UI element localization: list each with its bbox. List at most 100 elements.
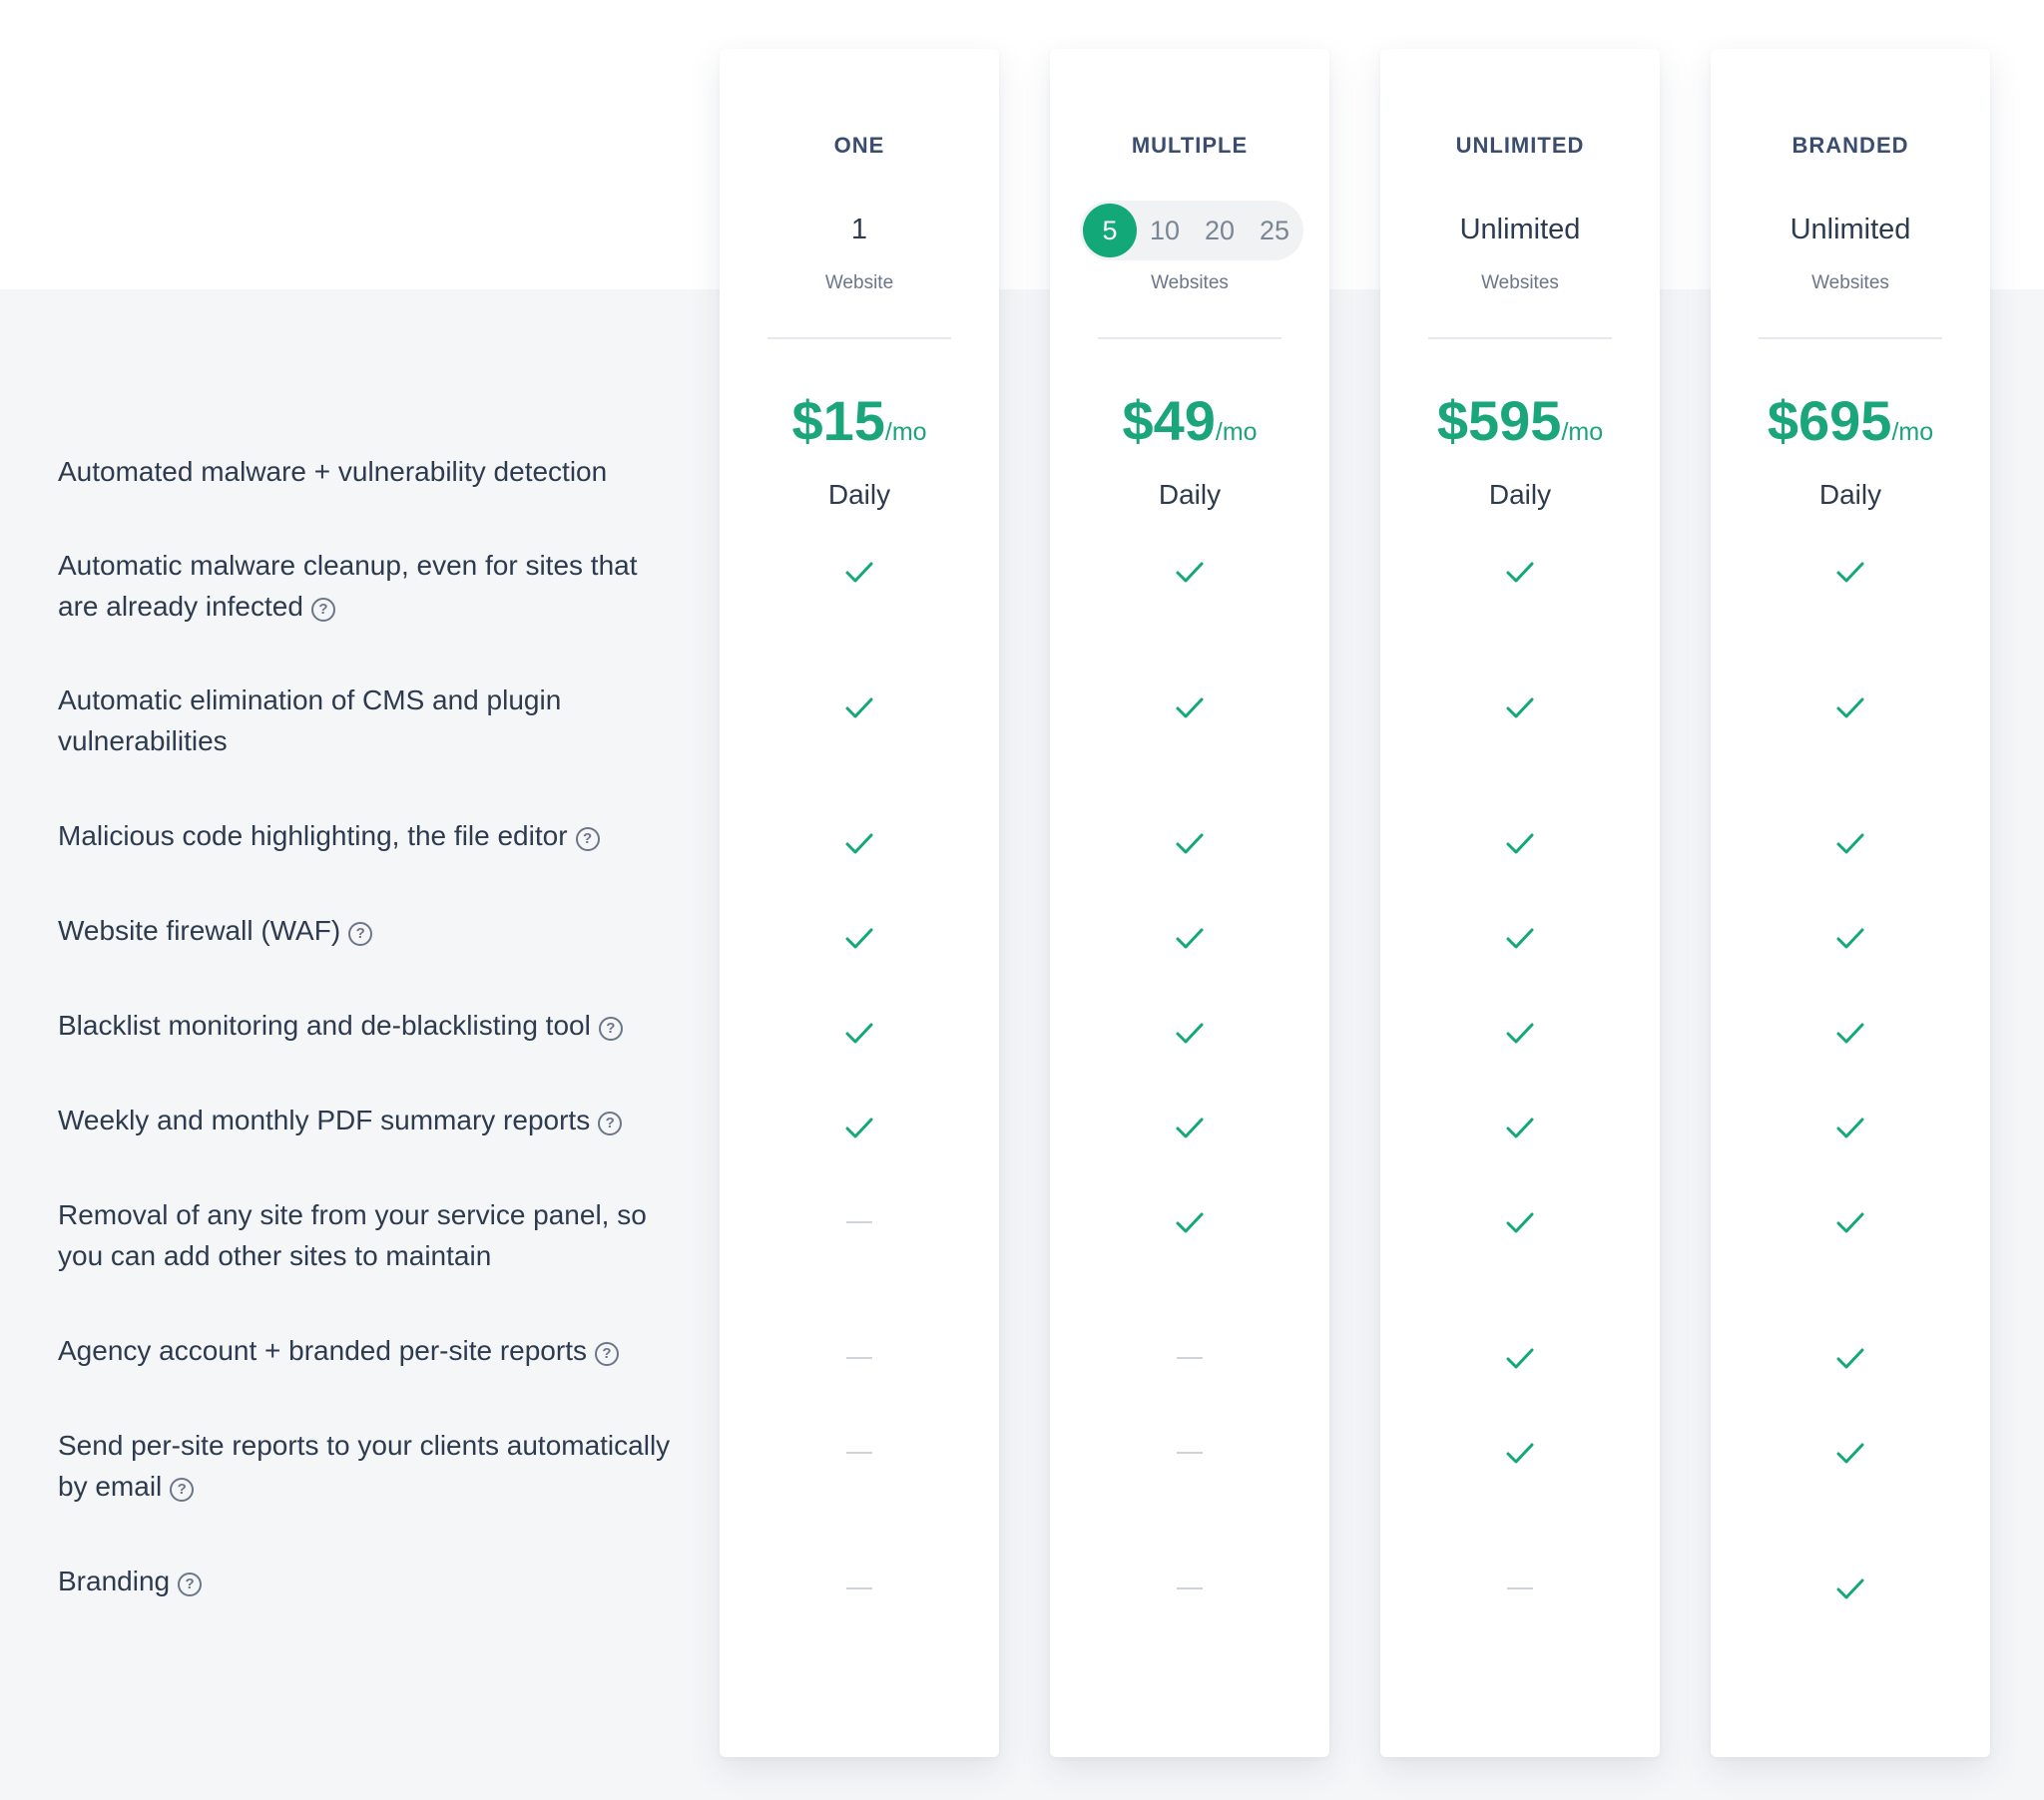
dash-icon [846,1452,872,1454]
feature-availability-cell [720,1569,999,1608]
feature-label: Blacklist monitoring and de-blacklisting… [58,1010,591,1041]
divider [767,337,951,339]
count-option-selected[interactable]: 5 [1083,204,1137,257]
price: $15/mo [720,388,999,453]
price-unit: /mo [884,418,927,446]
feature-availability-cell [1711,918,1990,958]
feature-row: Branding? [58,1561,677,1601]
feature-availability-cell [720,823,999,863]
check-icon [1836,1118,1864,1138]
dash-icon [846,1357,872,1359]
feature-availability-cell [720,552,999,592]
feature-row: Malicious code highlighting, the file ed… [58,815,677,856]
price: $695/mo [1711,388,1990,453]
check-icon [1176,1118,1204,1138]
check-icon [1836,833,1864,854]
feature-availability-cell [1050,1433,1329,1473]
dash-icon [846,1587,872,1589]
feature-availability-cell [1050,1013,1329,1053]
site-count-label: Websites [1481,272,1559,293]
plan-column-multiple: MULTIPLE 5 10 20 25 Websites $49/mo Dail… [1050,49,1329,1757]
site-count: Unlimited [1459,214,1581,245]
header-background [0,0,2044,289]
feature-row: Removal of any site from your service pa… [58,1194,677,1276]
question-circle-icon[interactable]: ? [594,1342,619,1366]
check-icon [1176,833,1204,854]
check-icon [1506,1118,1534,1138]
site-count-label: Websites [1151,272,1229,293]
dash-icon [1507,1587,1533,1589]
question-circle-icon[interactable]: ? [348,922,373,946]
feature-availability-cell [1050,1108,1329,1147]
question-circle-icon[interactable]: ? [310,598,335,622]
plan-column-branded: BRANDED Unlimited Websites $695/mo Daily [1711,49,1990,1757]
feature-availability-cell [720,1108,999,1147]
feature-row: Blacklist monitoring and de-blacklisting… [58,1005,677,1046]
feature-label: Malicious code highlighting, the file ed… [58,820,568,851]
check-icon [1176,562,1204,583]
check-icon [1836,1443,1864,1464]
feature-row: Send per-site reports to your clients au… [58,1425,677,1507]
check-icon [1506,1443,1534,1464]
check-icon [1506,697,1534,718]
feature-availability-cell [1050,918,1329,958]
divider [1759,337,1942,339]
check-icon [1176,1023,1204,1044]
count-option[interactable]: 20 [1204,215,1236,245]
question-circle-icon[interactable]: ? [170,1478,195,1502]
question-circle-icon[interactable]: ? [575,827,600,851]
feature-availability-cell [1050,552,1329,592]
check-icon [1836,697,1864,718]
dash-icon [846,1221,872,1223]
detection-value: Daily [1488,479,1552,510]
site-count: Unlimited [1789,214,1911,245]
feature-row: Website firewall (WAF)? [58,910,677,951]
feature-label: Automated malware + vulnerability detect… [58,456,608,487]
feature-availability-cell [1050,1202,1329,1242]
price-amount: $15 [791,389,885,452]
price-unit: /mo [1561,418,1604,446]
dash-icon [1177,1587,1203,1589]
feature-availability-cell [720,687,999,727]
plan-name: ONE [833,133,885,158]
check-icon [1506,1023,1534,1044]
feature-availability-cell [720,1202,999,1242]
plan-name: BRANDED [1791,133,1909,158]
detection-frequency: Daily [720,475,999,515]
check-icon [1836,928,1864,949]
feature-availability-cell [1711,687,1990,727]
feature-availability-cell [1380,918,1660,958]
feature-availability-cell [1380,1338,1660,1378]
check-icon [1836,1348,1864,1369]
feature-label: Agency account + branded per-site report… [58,1335,587,1366]
feature-row: Automatic elimination of CMS and plugin … [58,679,677,761]
price-amount: $49 [1122,389,1216,452]
feature-label: Removal of any site from your service pa… [58,1199,647,1271]
feature-availability-cell [1711,1108,1990,1147]
price-unit: /mo [1215,418,1258,446]
feature-availability-cell [1711,1569,1990,1608]
feature-label: Send per-site reports to your clients au… [58,1430,671,1502]
price-amount: $695 [1767,389,1892,452]
detection-frequency: Daily [1380,475,1660,515]
count-option[interactable]: 10 [1149,215,1181,245]
dash-icon [1177,1452,1203,1454]
question-circle-icon[interactable]: ? [598,1112,623,1135]
divider [1098,337,1281,339]
check-icon [845,562,873,583]
count-option[interactable]: 25 [1259,215,1290,245]
feature-availability-cell [1380,823,1660,863]
detection-value: Daily [1818,479,1882,510]
question-circle-icon[interactable]: ? [598,1017,623,1041]
feature-availability-cell [1050,687,1329,727]
feature-availability-cell [1380,687,1660,727]
plan-column-unlimited: UNLIMITED Unlimited Websites $595/mo Dai… [1380,49,1660,1757]
check-icon [1506,833,1534,854]
check-icon [1176,928,1204,949]
feature-row: Automatic malware cleanup, even for site… [58,545,677,627]
site-count-selector: 5 10 20 25 [1080,201,1303,260]
feature-availability-cell [1380,1202,1660,1242]
detection-frequency: Daily [1711,475,1990,515]
price: $595/mo [1380,388,1660,453]
question-circle-icon[interactable]: ? [178,1573,203,1596]
